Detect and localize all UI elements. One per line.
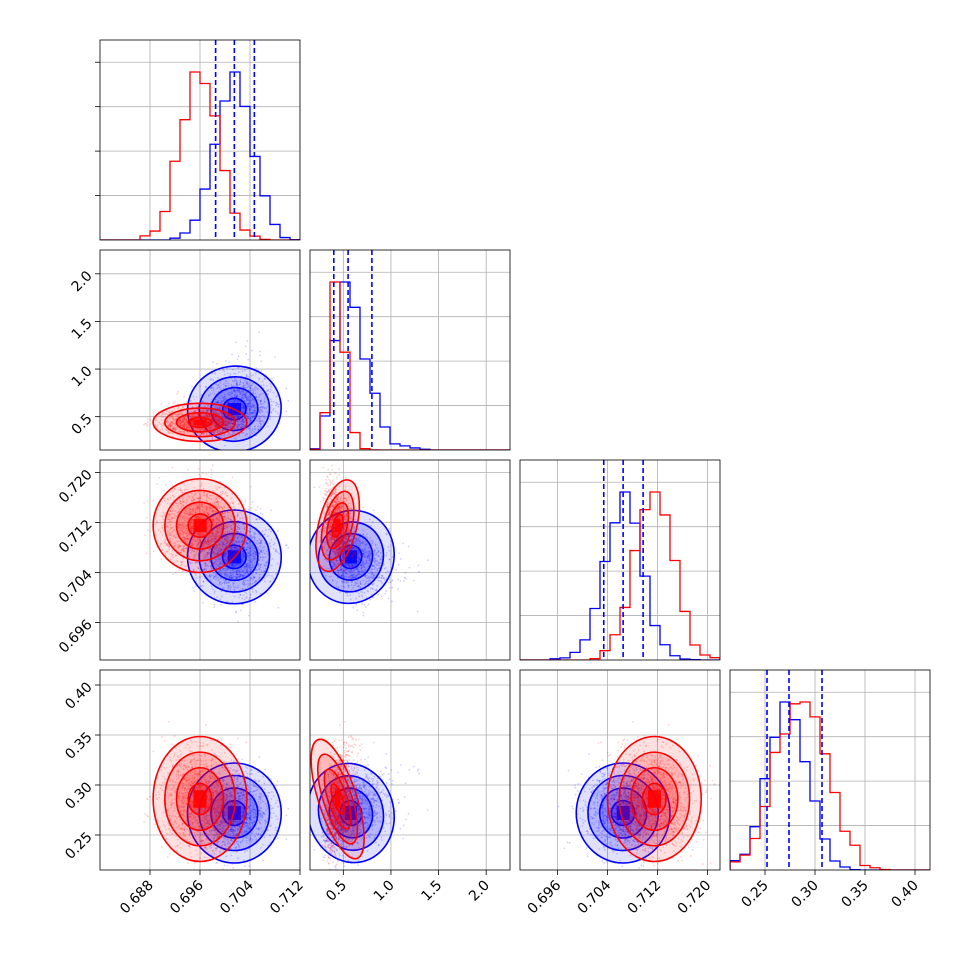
density-peak	[193, 519, 207, 533]
histogram-p2-series-1	[310, 281, 510, 450]
panel-p3-p1	[100, 460, 300, 660]
panel-frame	[99, 39, 301, 241]
contour-line	[316, 753, 359, 845]
contour-line	[330, 783, 346, 815]
contour-line	[187, 513, 213, 539]
contour-line	[317, 521, 385, 593]
x-tick-label: 0.5	[323, 878, 350, 905]
y-tick-label: 0.5	[69, 411, 96, 438]
contour-line	[164, 489, 236, 562]
contour-line	[315, 479, 361, 573]
panel-frame	[309, 459, 511, 661]
density-peak	[647, 790, 661, 808]
y-tick-label: 0.35	[62, 729, 95, 762]
y-tick-label: 0.696	[56, 617, 96, 657]
x-tick-label: 0.688	[117, 878, 157, 918]
x-tick-label: 0.712	[625, 878, 665, 918]
contour-line	[186, 762, 283, 864]
panel-p3-p3	[520, 460, 720, 660]
x-tick-label: 0.720	[675, 878, 715, 918]
y-tick-label: 1.0	[69, 363, 96, 390]
panel-frame	[99, 459, 301, 661]
x-tick-label: 1.0	[371, 878, 398, 905]
histogram-p4-series-1	[730, 701, 930, 870]
contour-line	[175, 766, 225, 832]
panel-frame	[729, 669, 931, 871]
density-peak	[193, 790, 207, 808]
contour-line	[317, 774, 385, 852]
contour-line	[641, 782, 667, 816]
density-peak	[334, 519, 341, 533]
panel-p3-p2	[310, 460, 510, 660]
contour-line	[610, 799, 636, 827]
panel-p2-p2	[310, 250, 510, 450]
x-tick-label: 0.40	[888, 878, 921, 911]
y-tick-label: 2.0	[69, 268, 96, 295]
contour-line	[187, 416, 213, 428]
x-tick-label: 0.696	[525, 877, 565, 917]
contour-line	[210, 386, 259, 432]
histogram-p3-series-2	[520, 491, 720, 660]
panel-p4-p2	[310, 670, 510, 870]
contour-line	[325, 501, 350, 550]
histogram-p3-series-1	[520, 491, 720, 660]
contour-line	[175, 501, 225, 550]
contour-line	[310, 738, 365, 860]
contour-line	[575, 762, 671, 864]
contour-line	[186, 509, 283, 605]
x-tick-label: 0.25	[738, 878, 771, 911]
y-tick-label: 0.720	[56, 467, 96, 507]
x-tick-label: 0.712	[267, 878, 307, 918]
panel-frame	[99, 249, 301, 451]
density-peak	[193, 419, 207, 426]
panel-frame	[309, 249, 511, 451]
x-tick-label: 0.704	[575, 877, 615, 917]
x-tick-label: 0.30	[788, 878, 821, 911]
contour-line	[175, 412, 225, 433]
panel-p4-p4	[730, 670, 930, 870]
panel-frame	[309, 669, 511, 871]
y-tick-label: 0.40	[62, 679, 95, 712]
panel-frame	[519, 669, 721, 871]
histogram-p2-series-2	[310, 281, 510, 450]
contour-line	[323, 768, 352, 830]
panel-p2-p1	[100, 250, 300, 450]
panel-p4-p3	[520, 670, 720, 870]
panel-frame	[519, 459, 721, 661]
contour-line	[606, 735, 703, 863]
x-tick-label: 1.5	[418, 878, 445, 905]
histogram-p1-series-2	[100, 71, 300, 240]
contour-line	[152, 477, 248, 574]
contour-line	[320, 490, 355, 561]
y-tick-label: 0.704	[56, 567, 96, 607]
density-peak	[334, 790, 341, 808]
contour-line	[187, 782, 213, 816]
contour-line	[186, 365, 282, 450]
x-tick-label: 0.35	[838, 878, 871, 911]
y-tick-label: 0.25	[62, 829, 95, 862]
panel-p4-p1	[100, 670, 300, 870]
contour-line	[152, 402, 248, 443]
contour-line	[328, 532, 374, 581]
contour-line	[618, 751, 691, 847]
contour-line	[198, 376, 271, 443]
contour-line	[331, 513, 344, 538]
contour-line	[310, 762, 396, 864]
y-tick-label: 0.712	[56, 517, 96, 557]
y-tick-label: 0.30	[62, 779, 95, 812]
contour-line	[630, 766, 679, 832]
contour-line	[152, 735, 248, 863]
y-tick-label: 1.5	[69, 316, 96, 343]
x-tick-label: 0.696	[167, 877, 207, 917]
x-tick-label: 2.0	[466, 878, 493, 905]
contour-line	[221, 544, 247, 570]
panel-p1-p1	[100, 40, 300, 240]
contour-line	[164, 407, 236, 438]
contour-line	[198, 774, 271, 852]
x-tick-label: 0.704	[217, 877, 257, 917]
contour-line	[164, 751, 236, 847]
contour-line	[598, 787, 648, 839]
histogram-p4-series-2	[730, 701, 930, 870]
